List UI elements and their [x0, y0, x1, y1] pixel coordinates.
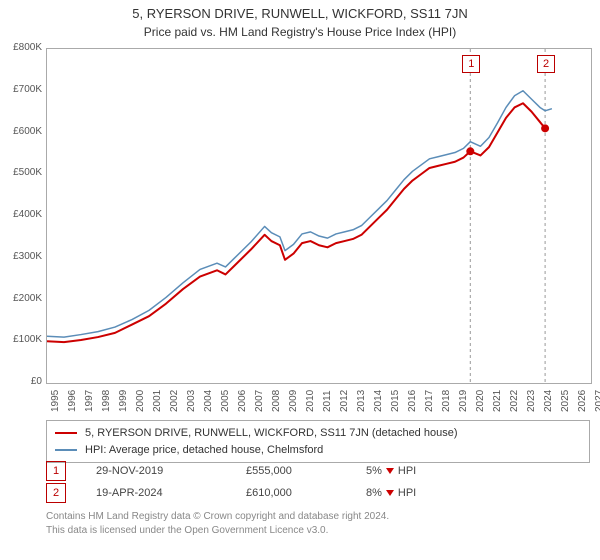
xaxis-tick-label: 2007 — [254, 390, 265, 412]
legend-swatch — [55, 432, 77, 434]
xaxis-tick-label: 2023 — [526, 390, 537, 412]
xaxis-tick-label: 2001 — [152, 390, 163, 412]
legend-swatch — [55, 449, 77, 451]
yaxis-tick-label: £800K — [2, 42, 42, 53]
xaxis-tick-label: 1995 — [50, 390, 61, 412]
yaxis-tick-label: £600K — [2, 126, 42, 137]
yaxis-tick-label: £400K — [2, 209, 42, 220]
xaxis-tick-label: 2003 — [186, 390, 197, 412]
footer-text: Contains HM Land Registry data © Crown c… — [46, 510, 590, 538]
chart-title: 5, RYERSON DRIVE, RUNWELL, WICKFORD, SS1… — [0, 0, 600, 21]
row-pct: 8%HPI — [366, 487, 486, 499]
yaxis-tick-label: £100K — [2, 334, 42, 345]
legend-box: 5, RYERSON DRIVE, RUNWELL, WICKFORD, SS1… — [46, 420, 590, 463]
xaxis-tick-label: 2016 — [407, 390, 418, 412]
chart-point-marker: 1 — [462, 55, 480, 73]
xaxis-tick-label: 2027 — [594, 390, 600, 412]
xaxis-tick-label: 2019 — [458, 390, 469, 412]
xaxis-tick-label: 2021 — [492, 390, 503, 412]
yaxis-tick-label: £200K — [2, 293, 42, 304]
footer-line-2: This data is licensed under the Open Gov… — [46, 524, 590, 538]
xaxis-tick-label: 2025 — [560, 390, 571, 412]
legend-label: HPI: Average price, detached house, Chel… — [85, 442, 323, 459]
row-pct: 5%HPI — [366, 465, 486, 477]
xaxis-tick-label: 2005 — [220, 390, 231, 412]
chart-point-marker: 2 — [537, 55, 555, 73]
row-marker: 1 — [46, 461, 66, 481]
xaxis-tick-label: 2008 — [271, 390, 282, 412]
yaxis-tick-label: £300K — [2, 251, 42, 262]
legend-item: 5, RYERSON DRIVE, RUNWELL, WICKFORD, SS1… — [55, 425, 581, 442]
xaxis-tick-label: 1996 — [67, 390, 78, 412]
row-price: £610,000 — [246, 487, 366, 499]
xaxis-tick-label: 2011 — [322, 390, 333, 412]
row-price: £555,000 — [246, 465, 366, 477]
xaxis-tick-label: 2000 — [135, 390, 146, 412]
arrow-down-icon — [386, 490, 394, 496]
data-table-row: 2 19-APR-2024£610,0008%HPI — [46, 482, 590, 504]
xaxis-tick-label: 2020 — [475, 390, 486, 412]
xaxis-tick-label: 2014 — [373, 390, 384, 412]
yaxis-tick-label: £0 — [2, 376, 42, 387]
xaxis-tick-label: 2009 — [288, 390, 299, 412]
legend-item: HPI: Average price, detached house, Chel… — [55, 442, 581, 459]
data-table: 1 29-NOV-2019£555,0005%HPI 2 19-APR-2024£61… — [46, 460, 590, 504]
page-container: 5, RYERSON DRIVE, RUNWELL, WICKFORD, SS1… — [0, 0, 600, 560]
xaxis-tick-label: 2004 — [203, 390, 214, 412]
row-date: 19-APR-2024 — [96, 487, 246, 499]
yaxis-tick-label: £500K — [2, 167, 42, 178]
chart-plot-area: 12 — [46, 48, 592, 384]
xaxis-tick-label: 2015 — [390, 390, 401, 412]
row-date: 29-NOV-2019 — [96, 465, 246, 477]
arrow-down-icon — [386, 468, 394, 474]
xaxis-tick-label: 2018 — [441, 390, 452, 412]
xaxis-tick-label: 2024 — [543, 390, 554, 412]
xaxis-tick-label: 1999 — [118, 390, 129, 412]
data-table-row: 1 29-NOV-2019£555,0005%HPI — [46, 460, 590, 482]
chart-subtitle: Price paid vs. HM Land Registry's House … — [0, 21, 600, 43]
xaxis-tick-label: 1998 — [101, 390, 112, 412]
legend-label: 5, RYERSON DRIVE, RUNWELL, WICKFORD, SS1… — [85, 425, 458, 442]
xaxis-tick-label: 2010 — [305, 390, 316, 412]
xaxis-tick-label: 2013 — [356, 390, 367, 412]
xaxis-tick-label: 2022 — [509, 390, 520, 412]
xaxis-tick-label: 1997 — [84, 390, 95, 412]
row-marker: 2 — [46, 483, 66, 503]
chart-svg — [47, 49, 591, 383]
footer-line-1: Contains HM Land Registry data © Crown c… — [46, 510, 590, 524]
xaxis-tick-label: 2002 — [169, 390, 180, 412]
xaxis-tick-label: 2012 — [339, 390, 350, 412]
xaxis-tick-label: 2026 — [577, 390, 588, 412]
yaxis-tick-label: £700K — [2, 84, 42, 95]
xaxis-tick-label: 2017 — [424, 390, 435, 412]
xaxis-tick-label: 2006 — [237, 390, 248, 412]
